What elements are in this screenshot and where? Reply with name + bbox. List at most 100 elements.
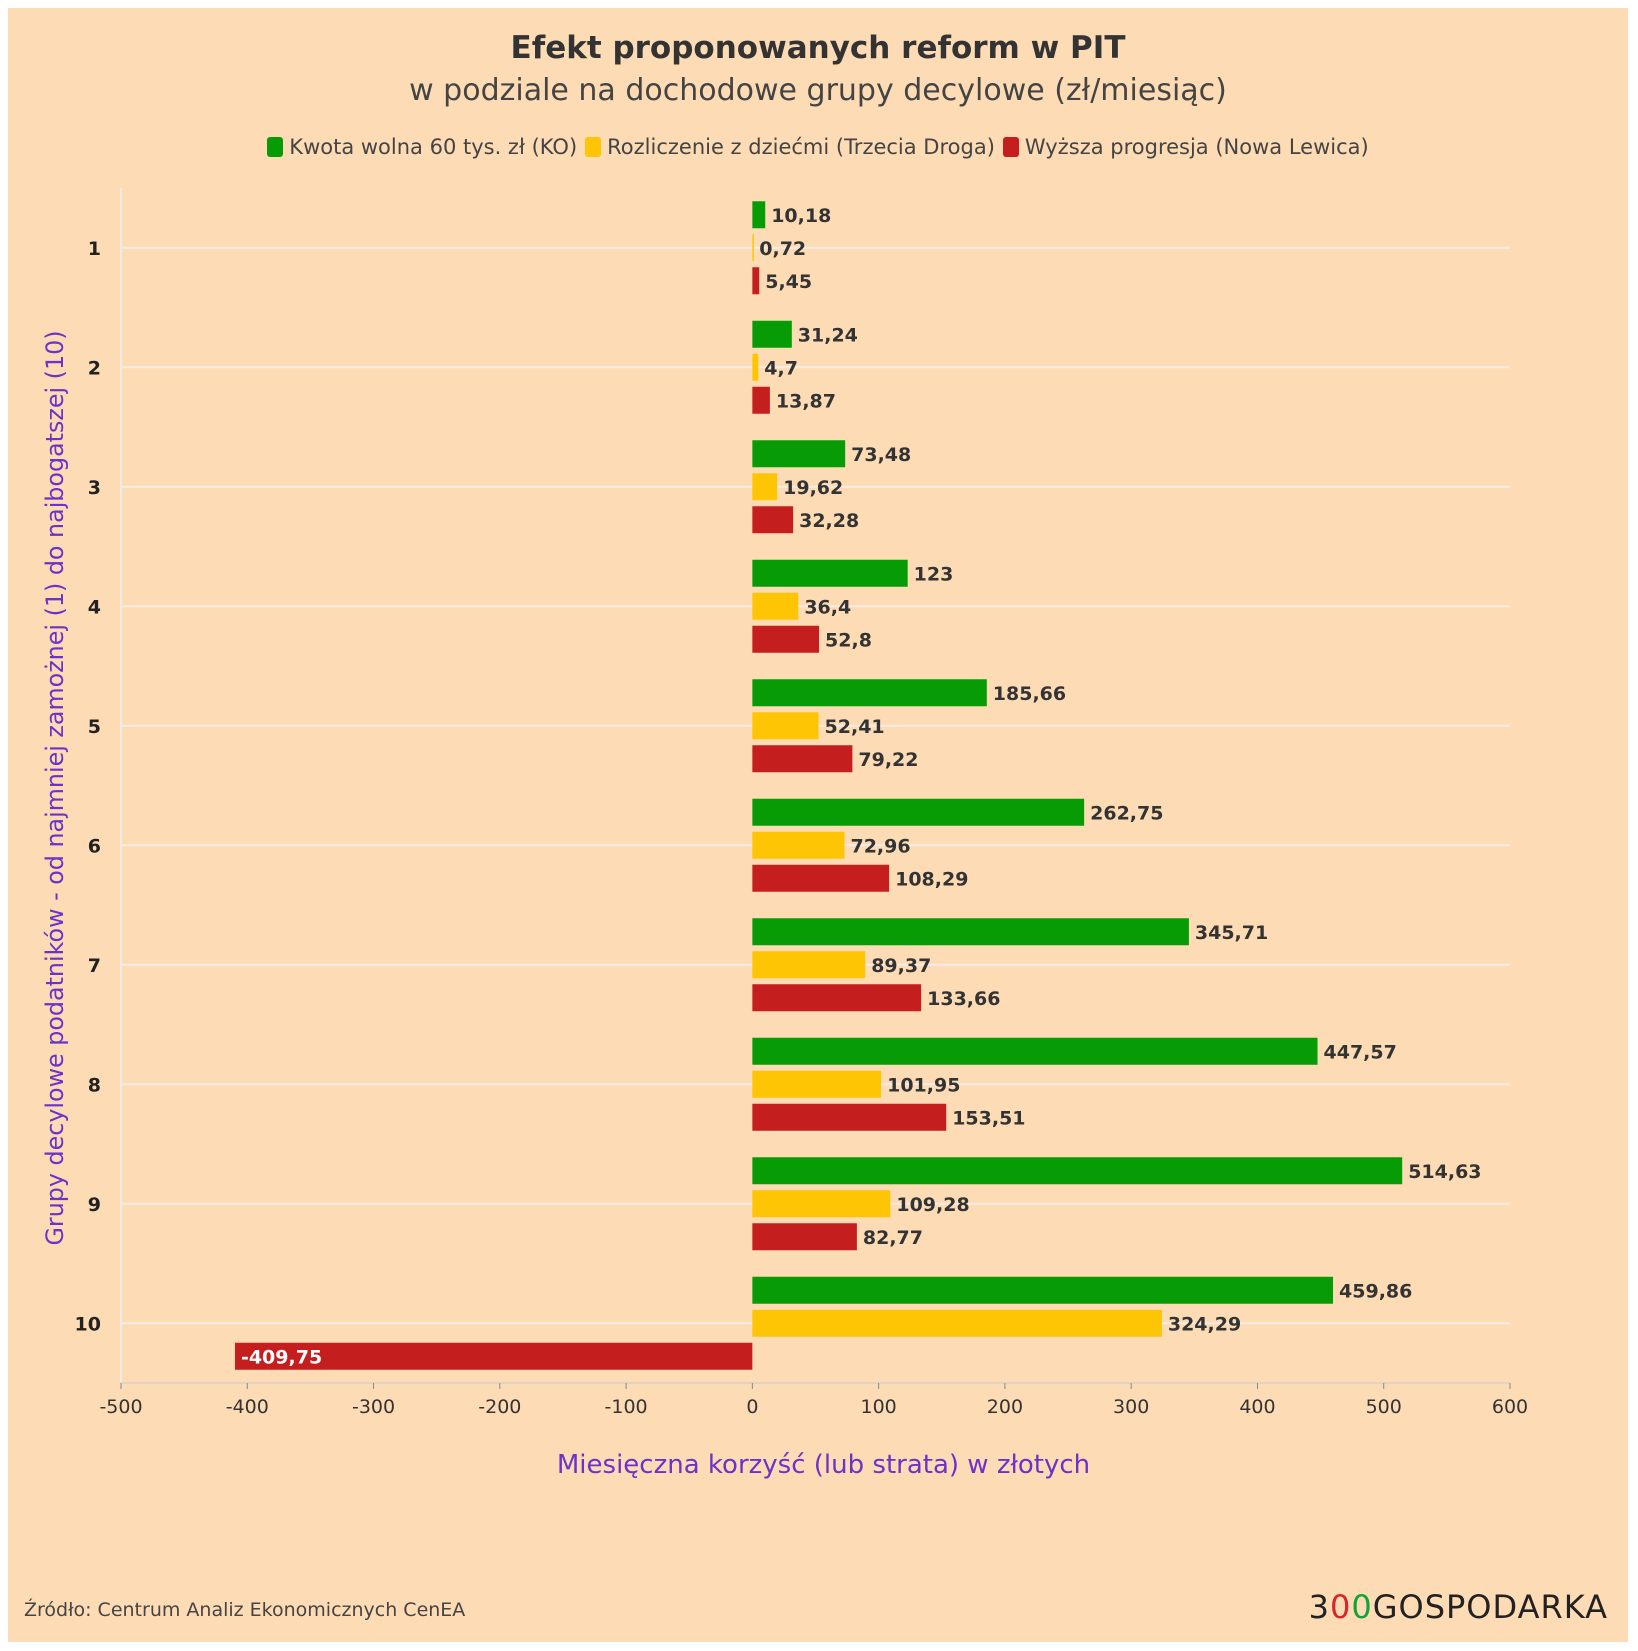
bar — [752, 1223, 857, 1251]
x-tick-label: 0 — [746, 1396, 758, 1418]
legend-item-ko[interactable]: Kwota wolna 60 tys. zł (KO) — [267, 135, 577, 159]
legend-swatch-yellow — [585, 137, 602, 157]
data-label: 89,37 — [871, 955, 931, 977]
y-tick-label: 1 — [88, 238, 101, 260]
x-tick-label: 400 — [1239, 1396, 1275, 1418]
x-tick-label: -200 — [478, 1396, 521, 1418]
y-tick-label: 4 — [88, 596, 101, 618]
bar — [752, 1103, 947, 1131]
x-tick-label: 100 — [861, 1396, 897, 1418]
data-label: 101,95 — [887, 1074, 960, 1096]
y-tick-label: 9 — [88, 1194, 101, 1216]
data-label: 52,41 — [825, 716, 885, 738]
bar — [752, 951, 866, 979]
data-label: 153,51 — [952, 1107, 1025, 1129]
x-tick-label: -400 — [226, 1396, 269, 1418]
bar — [752, 440, 846, 468]
x-tick-label: 500 — [1366, 1396, 1402, 1418]
data-label: 5,45 — [765, 271, 812, 293]
data-label: -409,75 — [241, 1346, 322, 1368]
legend-label: Wyższa progresja (Nowa Lewica) — [1024, 135, 1369, 159]
data-label: 185,66 — [993, 683, 1066, 705]
data-label: 82,77 — [863, 1227, 923, 1249]
y-tick-label: 7 — [88, 955, 101, 977]
brand-logo: 300GOSPODARKA — [1308, 1588, 1608, 1626]
data-label: 32,28 — [799, 510, 859, 532]
x-tick-label: 200 — [987, 1396, 1023, 1418]
y-tick-label: 10 — [75, 1313, 101, 1335]
bar — [752, 267, 760, 295]
y-axis-title: Grupy decylowe podatników - od najmniej … — [41, 331, 69, 1246]
legend: Kwota wolna 60 tys. zł (KO) Rozliczenie … — [8, 135, 1628, 159]
y-tick-label: 2 — [88, 357, 101, 379]
bar — [752, 745, 853, 773]
x-tick-label: -300 — [352, 1396, 395, 1418]
data-label: 345,71 — [1195, 922, 1268, 944]
chart-frame: Efekt proponowanych reform w PIT w podzi… — [8, 8, 1628, 1642]
x-tick-label: 300 — [1113, 1396, 1149, 1418]
data-label: 72,96 — [850, 835, 910, 857]
bar — [752, 353, 759, 381]
bar — [752, 798, 1085, 826]
data-label: 73,48 — [851, 444, 911, 466]
data-label: 52,8 — [825, 629, 872, 651]
data-label: 447,57 — [1324, 1041, 1397, 1063]
bar — [752, 473, 778, 501]
y-tick-label: 8 — [88, 1074, 101, 1096]
legend-label: Kwota wolna 60 tys. zł (KO) — [289, 135, 578, 159]
bar — [752, 234, 754, 262]
bar — [752, 320, 792, 348]
chart-subtitle: w podziale na dochodowe grupy decylowe (… — [409, 73, 1227, 108]
bar — [752, 712, 819, 740]
data-label: 109,28 — [896, 1194, 969, 1216]
data-label: 514,63 — [1408, 1161, 1481, 1183]
legend-swatch-green — [267, 137, 284, 157]
chart-title: Efekt proponowanych reform w PIT — [510, 30, 1126, 66]
data-label: 13,87 — [776, 390, 836, 412]
y-tick-label: 3 — [88, 477, 101, 499]
bar — [752, 1070, 882, 1098]
x-axis-title: Miesięczna korzyść (lub strata) w złotyc… — [557, 1450, 1090, 1480]
bar — [752, 625, 820, 653]
bar — [752, 1309, 1162, 1337]
bar — [752, 559, 908, 587]
bar — [752, 201, 766, 229]
bar — [752, 1276, 1334, 1304]
data-label: 262,75 — [1090, 802, 1163, 824]
x-tick-label: -500 — [99, 1396, 142, 1418]
data-label: 79,22 — [858, 749, 918, 771]
bar — [752, 831, 845, 859]
data-label: 10,18 — [771, 205, 831, 227]
x-tick-label: -100 — [605, 1396, 648, 1418]
data-label: 108,29 — [895, 868, 968, 890]
bar — [752, 864, 890, 892]
bar — [234, 1342, 753, 1370]
bar — [752, 506, 794, 534]
data-label: 36,4 — [804, 596, 851, 618]
bar — [752, 592, 799, 620]
bar — [752, 1037, 1318, 1065]
y-tick-label: 5 — [88, 716, 101, 738]
legend-item-trzecia-droga[interactable]: Rozliczenie z dziećmi (Trzecia Droga) — [585, 135, 995, 159]
bar — [752, 1190, 891, 1218]
data-label: 459,86 — [1339, 1280, 1412, 1302]
bar — [752, 984, 922, 1012]
data-label: 31,24 — [798, 324, 858, 346]
source-note: Źródło: Centrum Analiz Ekonomicznych Cen… — [24, 1599, 466, 1621]
bar — [752, 1157, 1403, 1185]
data-label: 133,66 — [927, 988, 1000, 1010]
legend-swatch-red — [1002, 137, 1019, 157]
data-label: 324,29 — [1168, 1313, 1241, 1335]
y-tick-label: 6 — [88, 835, 101, 857]
data-label: 0,72 — [759, 238, 806, 260]
data-label: 19,62 — [783, 477, 843, 499]
x-tick-label: 600 — [1492, 1396, 1528, 1418]
bar — [752, 918, 1189, 946]
data-label: 4,7 — [764, 357, 798, 379]
bar — [752, 679, 987, 707]
bar — [752, 386, 770, 414]
legend-item-nowa-lewica[interactable]: Wyższa progresja (Nowa Lewica) — [1002, 135, 1369, 159]
legend-label: Rozliczenie z dziećmi (Trzecia Droga) — [607, 135, 995, 159]
data-label: 123 — [914, 563, 954, 585]
